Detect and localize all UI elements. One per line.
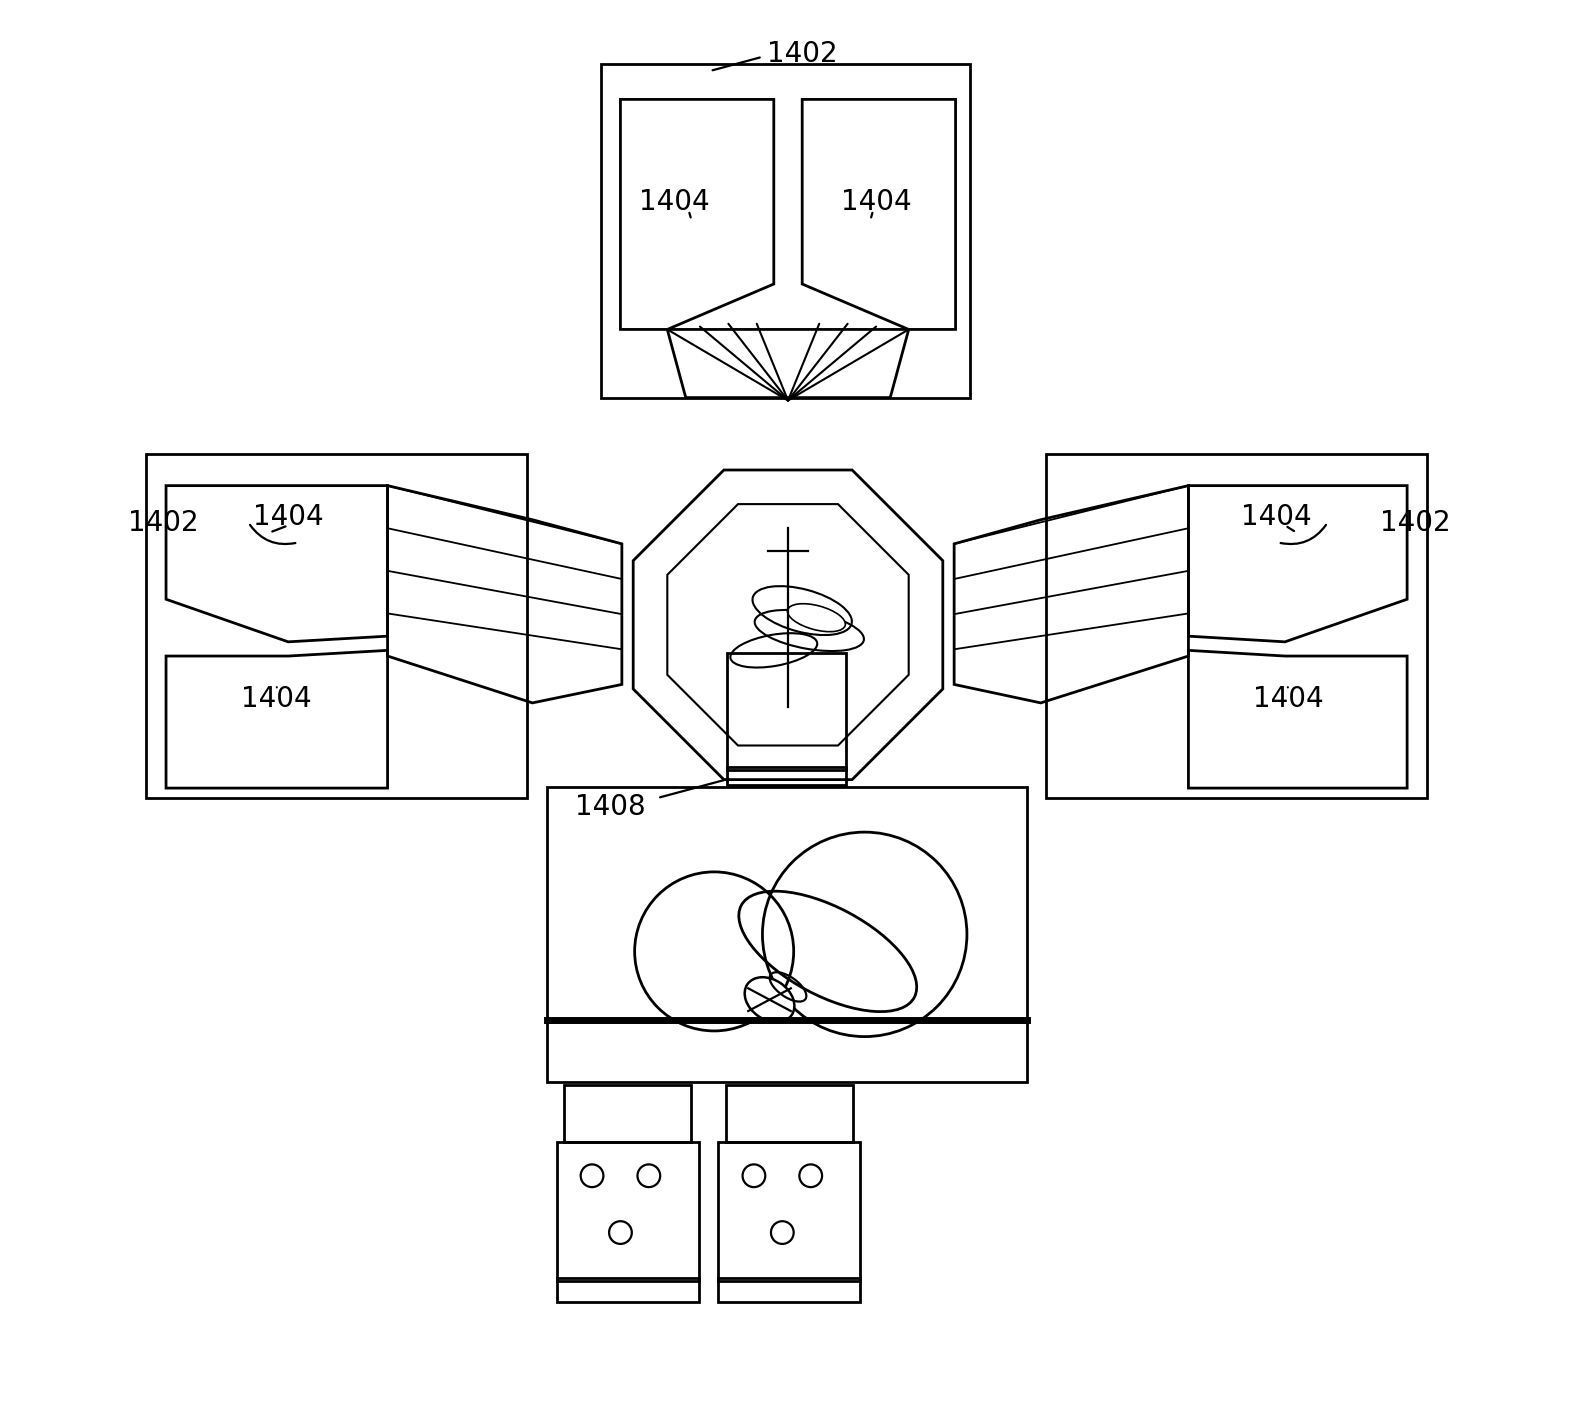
Bar	[556, 1278, 698, 1302]
Text: 1402: 1402	[1381, 508, 1451, 537]
Bar	[719, 1278, 860, 1302]
Text: 1402: 1402	[128, 508, 199, 537]
Bar	[147, 454, 526, 798]
Text: 1404: 1404	[1253, 684, 1324, 713]
Ellipse shape	[745, 977, 794, 1022]
Text: 1402: 1402	[768, 40, 837, 68]
Bar	[600, 64, 969, 398]
Text: 1404: 1404	[840, 187, 911, 216]
Bar	[547, 787, 1026, 1082]
Bar	[725, 1085, 853, 1142]
Bar	[1046, 454, 1426, 798]
Text: 1404: 1404	[241, 684, 312, 713]
Text: 1404: 1404	[252, 503, 323, 531]
Text: 1408: 1408	[575, 792, 646, 821]
Bar	[556, 1142, 698, 1281]
Bar	[727, 767, 846, 785]
Ellipse shape	[788, 604, 845, 632]
Bar	[727, 653, 846, 770]
Text: 1404: 1404	[640, 187, 709, 216]
Bar	[564, 1085, 692, 1142]
Bar	[719, 1142, 860, 1281]
Text: 1404: 1404	[1242, 503, 1311, 531]
